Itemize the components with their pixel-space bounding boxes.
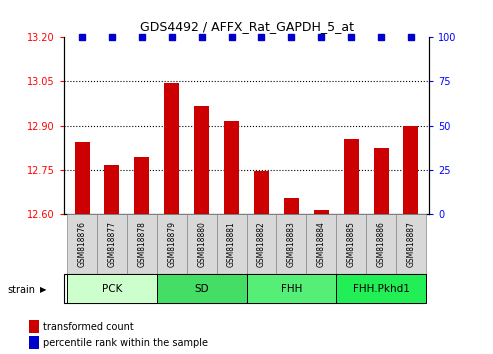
Bar	[254, 171, 269, 214]
Bar	[366, 214, 396, 274]
Text: GSM818884: GSM818884	[317, 221, 326, 267]
Text: GSM818878: GSM818878	[138, 221, 146, 267]
Bar	[135, 156, 149, 214]
Bar	[157, 274, 246, 303]
Text: GSM818876: GSM818876	[77, 221, 87, 267]
Bar	[74, 142, 90, 214]
Bar	[306, 214, 336, 274]
Bar	[67, 274, 157, 303]
Text: GSM818879: GSM818879	[167, 221, 176, 267]
Bar	[403, 126, 419, 214]
Text: GSM818877: GSM818877	[107, 221, 116, 267]
Text: GSM818882: GSM818882	[257, 221, 266, 267]
Text: ▶: ▶	[40, 285, 47, 294]
Bar	[374, 148, 388, 214]
Bar	[127, 214, 157, 274]
Text: SD: SD	[194, 284, 209, 293]
Bar	[246, 274, 336, 303]
Bar	[277, 214, 306, 274]
Text: GSM818880: GSM818880	[197, 221, 206, 267]
Text: PCK: PCK	[102, 284, 122, 293]
Text: strain: strain	[7, 285, 35, 295]
Bar	[194, 107, 209, 214]
Bar	[97, 214, 127, 274]
Text: FHH.Pkhd1: FHH.Pkhd1	[352, 284, 410, 293]
Text: FHH: FHH	[281, 284, 302, 293]
Bar	[344, 139, 358, 214]
Text: GSM818887: GSM818887	[406, 221, 416, 267]
Bar	[164, 83, 179, 214]
Bar	[187, 214, 216, 274]
Bar	[29, 320, 39, 333]
Text: GSM818885: GSM818885	[347, 221, 355, 267]
Bar	[67, 214, 97, 274]
Bar	[105, 165, 119, 214]
Title: GDS4492 / AFFX_Rat_GAPDH_5_at: GDS4492 / AFFX_Rat_GAPDH_5_at	[140, 20, 353, 33]
Bar	[284, 198, 299, 214]
Bar	[314, 210, 329, 214]
Text: transformed count: transformed count	[43, 322, 134, 332]
Text: GSM818883: GSM818883	[287, 221, 296, 267]
Bar	[224, 121, 239, 214]
Bar	[246, 214, 277, 274]
Bar	[336, 214, 366, 274]
Text: percentile rank within the sample: percentile rank within the sample	[43, 338, 209, 348]
Bar	[396, 214, 426, 274]
Bar	[29, 336, 39, 349]
Text: GSM818881: GSM818881	[227, 221, 236, 267]
Bar	[216, 214, 246, 274]
Text: GSM818886: GSM818886	[377, 221, 386, 267]
Bar	[336, 274, 426, 303]
Bar	[157, 214, 187, 274]
